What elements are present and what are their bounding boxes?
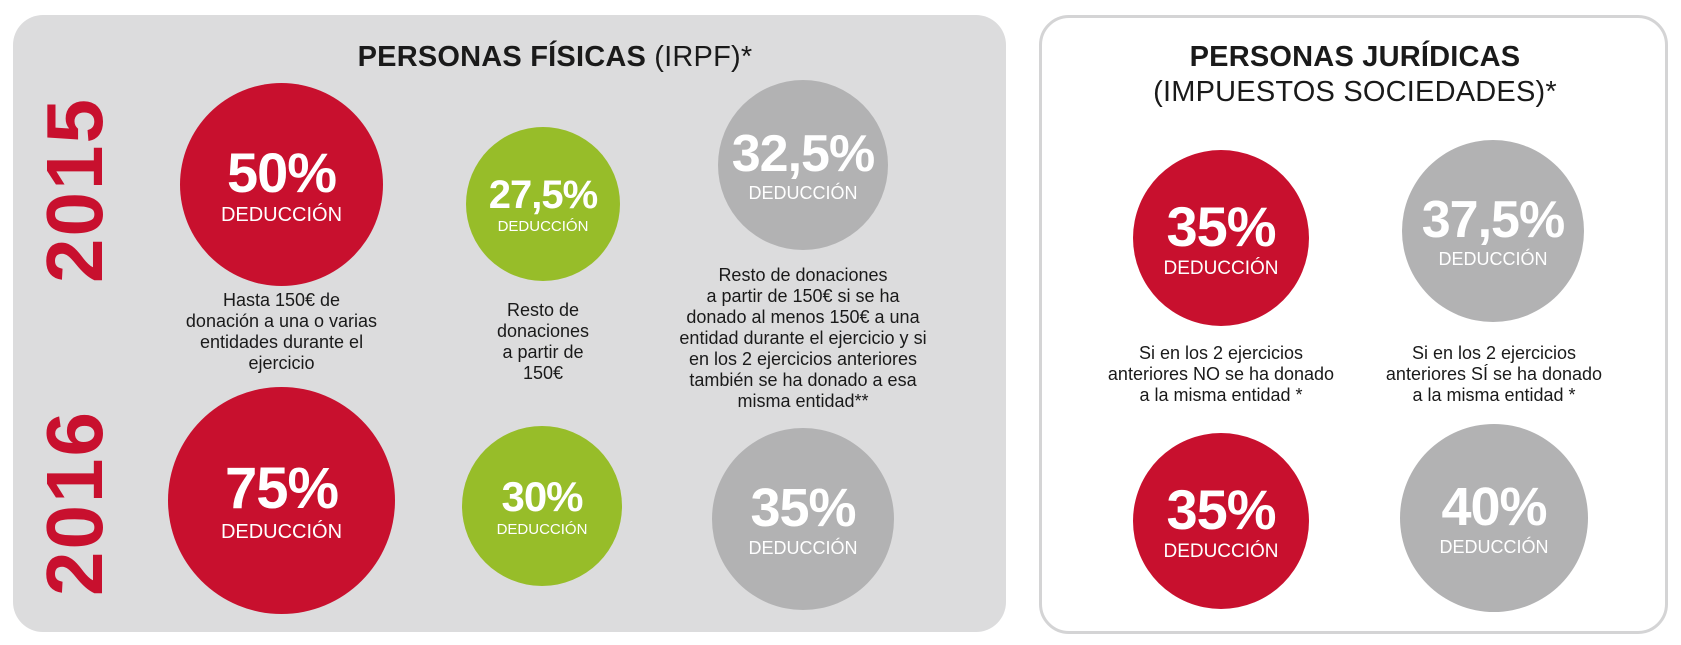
deduction-percent: 75% [224, 455, 339, 521]
description-rest: Resto de donaciones a partir de 150€ [463, 300, 623, 384]
deduction-label: DEDUCCIÓN [748, 183, 858, 203]
year-2015-label: 2015 [30, 97, 119, 283]
description-line: Hasta 150€ de [222, 290, 341, 310]
deduction-label: DEDUCCIÓN [1438, 249, 1548, 269]
deduction-percent: 35% [1166, 194, 1276, 258]
description-line: a la misma entidad * [1412, 385, 1576, 405]
description-juridicas-previous: Si en los 2 ejercicios anteriores SÍ se … [1363, 343, 1625, 406]
deduction-percent: 32,5% [731, 125, 875, 183]
deduction-percent: 35% [1166, 477, 1276, 541]
deduction-circle-2016-recurring: 35% DEDUCCIÓN [712, 428, 894, 610]
description-line: entidad durante el ejercicio y si [679, 328, 927, 348]
description-line: a partir de 150€ si se ha [706, 286, 900, 306]
personas-fisicas-title: PERSONAS FÍSICAS (IRPF)* [220, 40, 890, 75]
deduction-circle-2016-rest: 30% DEDUCCIÓN [462, 426, 622, 586]
deduction-label: DEDUCCIÓN [748, 538, 858, 558]
deduction-circle-juridicas-previous-2016: 40% DEDUCCIÓN [1400, 424, 1588, 612]
year-2016-label: 2016 [30, 410, 119, 596]
personas-juridicas-title-line1: PERSONAS JURÍDICAS [1189, 41, 1521, 73]
deduction-percent: 37,5% [1421, 191, 1565, 249]
description-line: Resto de donaciones [718, 265, 888, 285]
deduction-percent: 30% [501, 472, 583, 520]
deduction-label: DEDUCCIÓN [1163, 257, 1279, 279]
description-line: donado al menos 150€ a una [686, 307, 920, 327]
deduction-percent: 50% [226, 140, 337, 204]
deduction-circle-2015-first-150: 50% DEDUCCIÓN [180, 83, 383, 286]
personas-fisicas-title-rest: (IRPF) [646, 41, 741, 73]
deduction-circle-juridicas-previous: 37,5% DEDUCCIÓN [1402, 140, 1584, 322]
personas-fisicas-title-star: * [740, 41, 753, 73]
deduction-label: DEDUCCIÓN [1439, 537, 1549, 557]
description-line: a la misma entidad * [1139, 385, 1303, 405]
description-juridicas-no-previous: Si en los 2 ejercicios anteriores NO se … [1090, 343, 1352, 406]
deduction-label: DEDUCCIÓN [220, 203, 343, 226]
deduction-percent: 40% [1441, 477, 1547, 537]
description-line: Si en los 2 ejercicios [1411, 343, 1577, 363]
deduction-circle-2016-first-150: 75% DEDUCCIÓN [168, 387, 395, 614]
description-line: 150€ [522, 363, 564, 383]
description-line: Si en los 2 ejercicios [1138, 343, 1304, 363]
deduction-circle-juridicas-no-previous-2016: 35% DEDUCCIÓN [1133, 433, 1309, 609]
description-line: en los 2 ejercicios anteriores [688, 349, 918, 369]
description-line: entidades durante el [199, 332, 364, 352]
description-line: a partir de [502, 342, 584, 362]
description-line: misma entidad** [737, 391, 869, 411]
personas-juridicas-title: PERSONAS JURÍDICAS (IMPUESTOS SOCIEDADES… [1090, 40, 1620, 110]
deduction-label: DEDUCCIÓN [1163, 540, 1279, 562]
deduction-percent: 27,5% [488, 172, 598, 217]
description-line: anteriores NO se ha donado [1107, 364, 1335, 384]
deduction-circle-2015-recurring: 32,5% DEDUCCIÓN [718, 80, 888, 250]
description-line: donación a una o varias [185, 311, 378, 331]
description-line: donaciones [496, 321, 590, 341]
description-line: también se ha donado a esa [689, 370, 917, 390]
description-line: anteriores SÍ se ha donado [1385, 364, 1603, 384]
personas-fisicas-title-bold: PERSONAS FÍSICAS [357, 41, 647, 73]
deduction-percent: 35% [750, 478, 856, 538]
deduction-circle-juridicas-no-previous: 35% DEDUCCIÓN [1133, 150, 1309, 326]
deduction-label: DEDUCCIÓN [497, 217, 589, 235]
deduction-label: DEDUCCIÓN [496, 520, 588, 538]
deduction-circle-2015-rest: 27,5% DEDUCCIÓN [466, 127, 620, 281]
description-recurring: Resto de donaciones a partir de 150€ si … [650, 265, 956, 412]
description-line: Resto de [506, 300, 580, 320]
personas-juridicas-title-line2: (IMPUESTOS SOCIEDADES)* [1153, 76, 1557, 108]
description-first-150: Hasta 150€ de donación a una o varias en… [170, 290, 393, 374]
deduction-label: DEDUCCIÓN [220, 520, 343, 543]
description-line: ejercicio [248, 353, 315, 373]
